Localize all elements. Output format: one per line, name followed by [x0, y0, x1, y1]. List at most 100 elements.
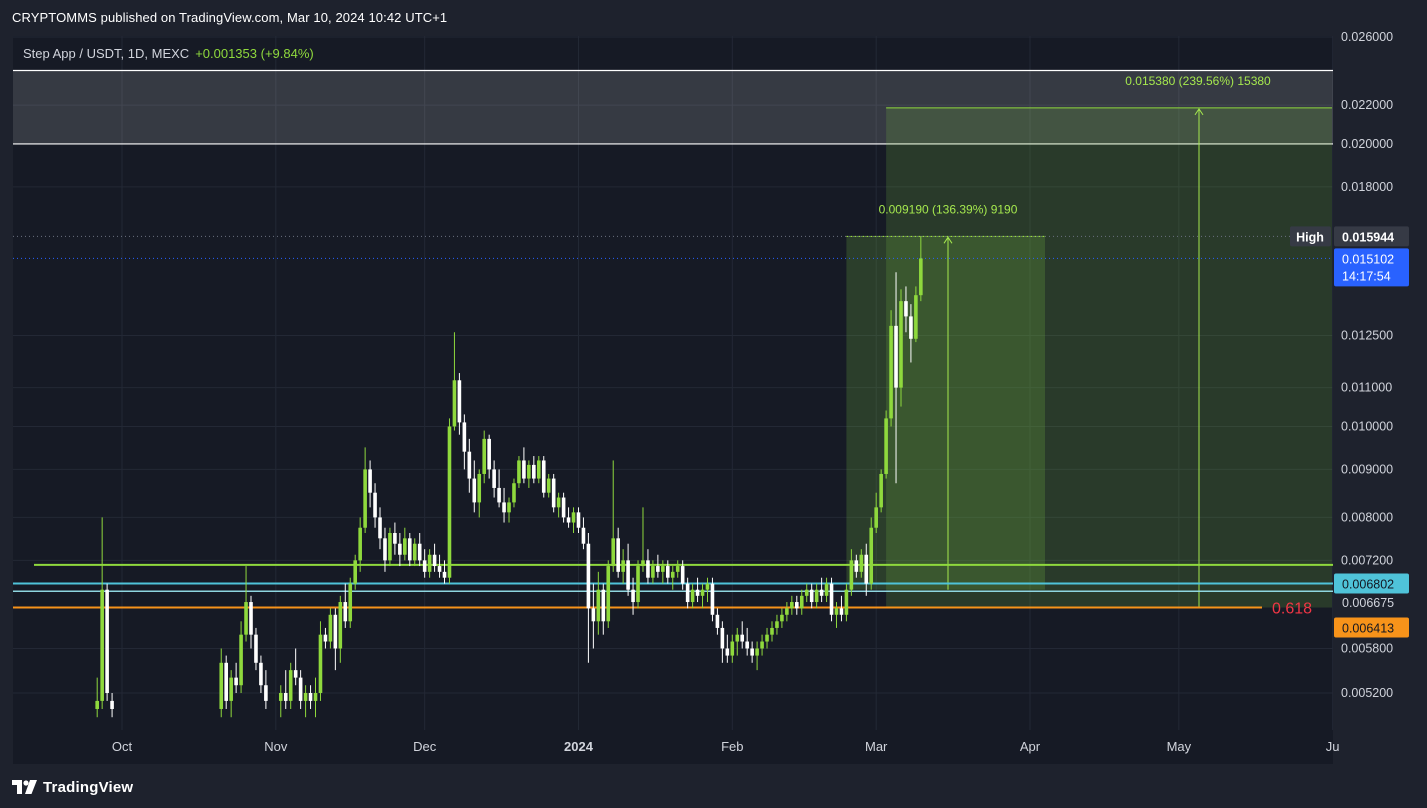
mid-target-arrowhead [943, 236, 953, 244]
candle-body [323, 634, 328, 642]
candle-body [244, 602, 248, 635]
candle-body [566, 517, 571, 523]
candle-body [472, 478, 477, 503]
candle-body [641, 560, 645, 567]
candle-body [338, 602, 343, 649]
candle-body [536, 460, 541, 479]
resistance-zone [13, 70, 1333, 144]
candle-body [889, 325, 893, 419]
mid-target-label: 0.009190 (136.39%) 9190 [879, 202, 1018, 216]
candle-body [502, 502, 506, 513]
candle-body [824, 583, 829, 596]
candle-body [884, 418, 888, 474]
time-axis-label: Oct [112, 739, 133, 754]
candle-body [899, 301, 903, 388]
candle-body [348, 583, 353, 622]
candle-body [775, 621, 779, 628]
candle-body [373, 492, 377, 518]
candle-body [224, 662, 228, 701]
symbol-change: +0.001353 (+9.84%) [195, 46, 314, 61]
candle-body [556, 497, 561, 508]
candle-body [378, 517, 382, 539]
candle-body [561, 497, 566, 518]
symbol-name: Step App / USDT, 1D, MEXC [23, 46, 190, 61]
candle-body [591, 608, 596, 622]
candle-body [313, 693, 318, 701]
price-axis-label: 0.011000 [1341, 381, 1392, 395]
candle-body [730, 641, 735, 656]
candle-body [492, 469, 496, 488]
candle-body [328, 614, 333, 642]
candle-body [527, 464, 531, 479]
chart-panel[interactable] [13, 36, 1333, 730]
candle-body [393, 532, 397, 544]
price-axis-label: 0.007200 [1341, 553, 1393, 567]
high-value-tag [1334, 226, 1409, 247]
candle-body [249, 602, 253, 635]
candle-body [685, 583, 690, 603]
candle-body [596, 589, 601, 622]
candle-body [318, 634, 323, 693]
time-axis-label: Nov [264, 739, 288, 754]
candle-body [308, 693, 313, 701]
candle-body [621, 560, 625, 572]
candle-body [690, 589, 695, 603]
price-axis-label: 0.008000 [1341, 510, 1393, 524]
candle-body [670, 571, 675, 578]
candle-body [259, 662, 263, 686]
candle-body [665, 566, 670, 578]
candle-body [799, 595, 804, 609]
candle-body [780, 614, 784, 622]
candle-body [447, 426, 452, 578]
candle-body [834, 608, 839, 615]
candle-body [254, 634, 258, 663]
candle-body [874, 507, 878, 528]
time-axis-label: Apr [1020, 739, 1041, 754]
candle-body [750, 648, 754, 656]
candle-body [264, 685, 268, 701]
candle-body [586, 543, 591, 609]
candles [95, 236, 923, 718]
top-bar: CRYPTOMMS published on TradingView.com, … [0, 0, 1427, 36]
candle-body [755, 648, 759, 656]
candle-body [343, 602, 348, 622]
candle-body [859, 554, 864, 572]
candle-body [804, 589, 809, 596]
candle-body [239, 634, 243, 686]
candle-body [869, 527, 874, 584]
publisher-line: CRYPTOMMS published on TradingView.com, … [12, 10, 448, 25]
candle-body [388, 532, 392, 561]
cyan-level-text: 0.006802 [1342, 578, 1394, 592]
candle-body [735, 634, 740, 642]
long-target-arrowhead [1194, 107, 1204, 116]
candle-body [512, 483, 516, 503]
price-chart[interactable]: 0.015380 (239.56%) 15380 0.009190 (136.39… [0, 0, 1427, 764]
time-axis [13, 730, 1333, 764]
candle-body [219, 662, 224, 709]
candle-body [909, 316, 913, 339]
tradingview-logo[interactable]: TradingView [12, 777, 133, 797]
countdown-text: 14:17:54 [1342, 269, 1391, 283]
orange-level-text: 0.006413 [1342, 622, 1394, 636]
high-label-tag [1290, 226, 1331, 247]
candle-body [422, 560, 427, 572]
candle-body [353, 560, 358, 584]
candle-body [581, 527, 586, 544]
candle-body [819, 589, 824, 596]
candle-body [765, 634, 769, 642]
candle-body [571, 512, 576, 523]
candle-body [695, 589, 700, 596]
candle-body [646, 560, 650, 578]
candle-body [288, 670, 293, 701]
candle-body [606, 566, 611, 622]
symbol-legend[interactable]: Step App / USDT, 1D, MEXC +0.001353 (+9.8… [23, 46, 314, 61]
candle-body [656, 566, 660, 572]
candle-body [844, 589, 849, 615]
time-axis-label: Dec [413, 739, 437, 754]
time-axis-label: May [1167, 739, 1192, 754]
candle-body [383, 538, 387, 561]
candle-body [675, 566, 680, 572]
brand-name: TradingView [43, 778, 134, 796]
long-target-box [886, 107, 1332, 608]
candle-body [601, 589, 606, 622]
